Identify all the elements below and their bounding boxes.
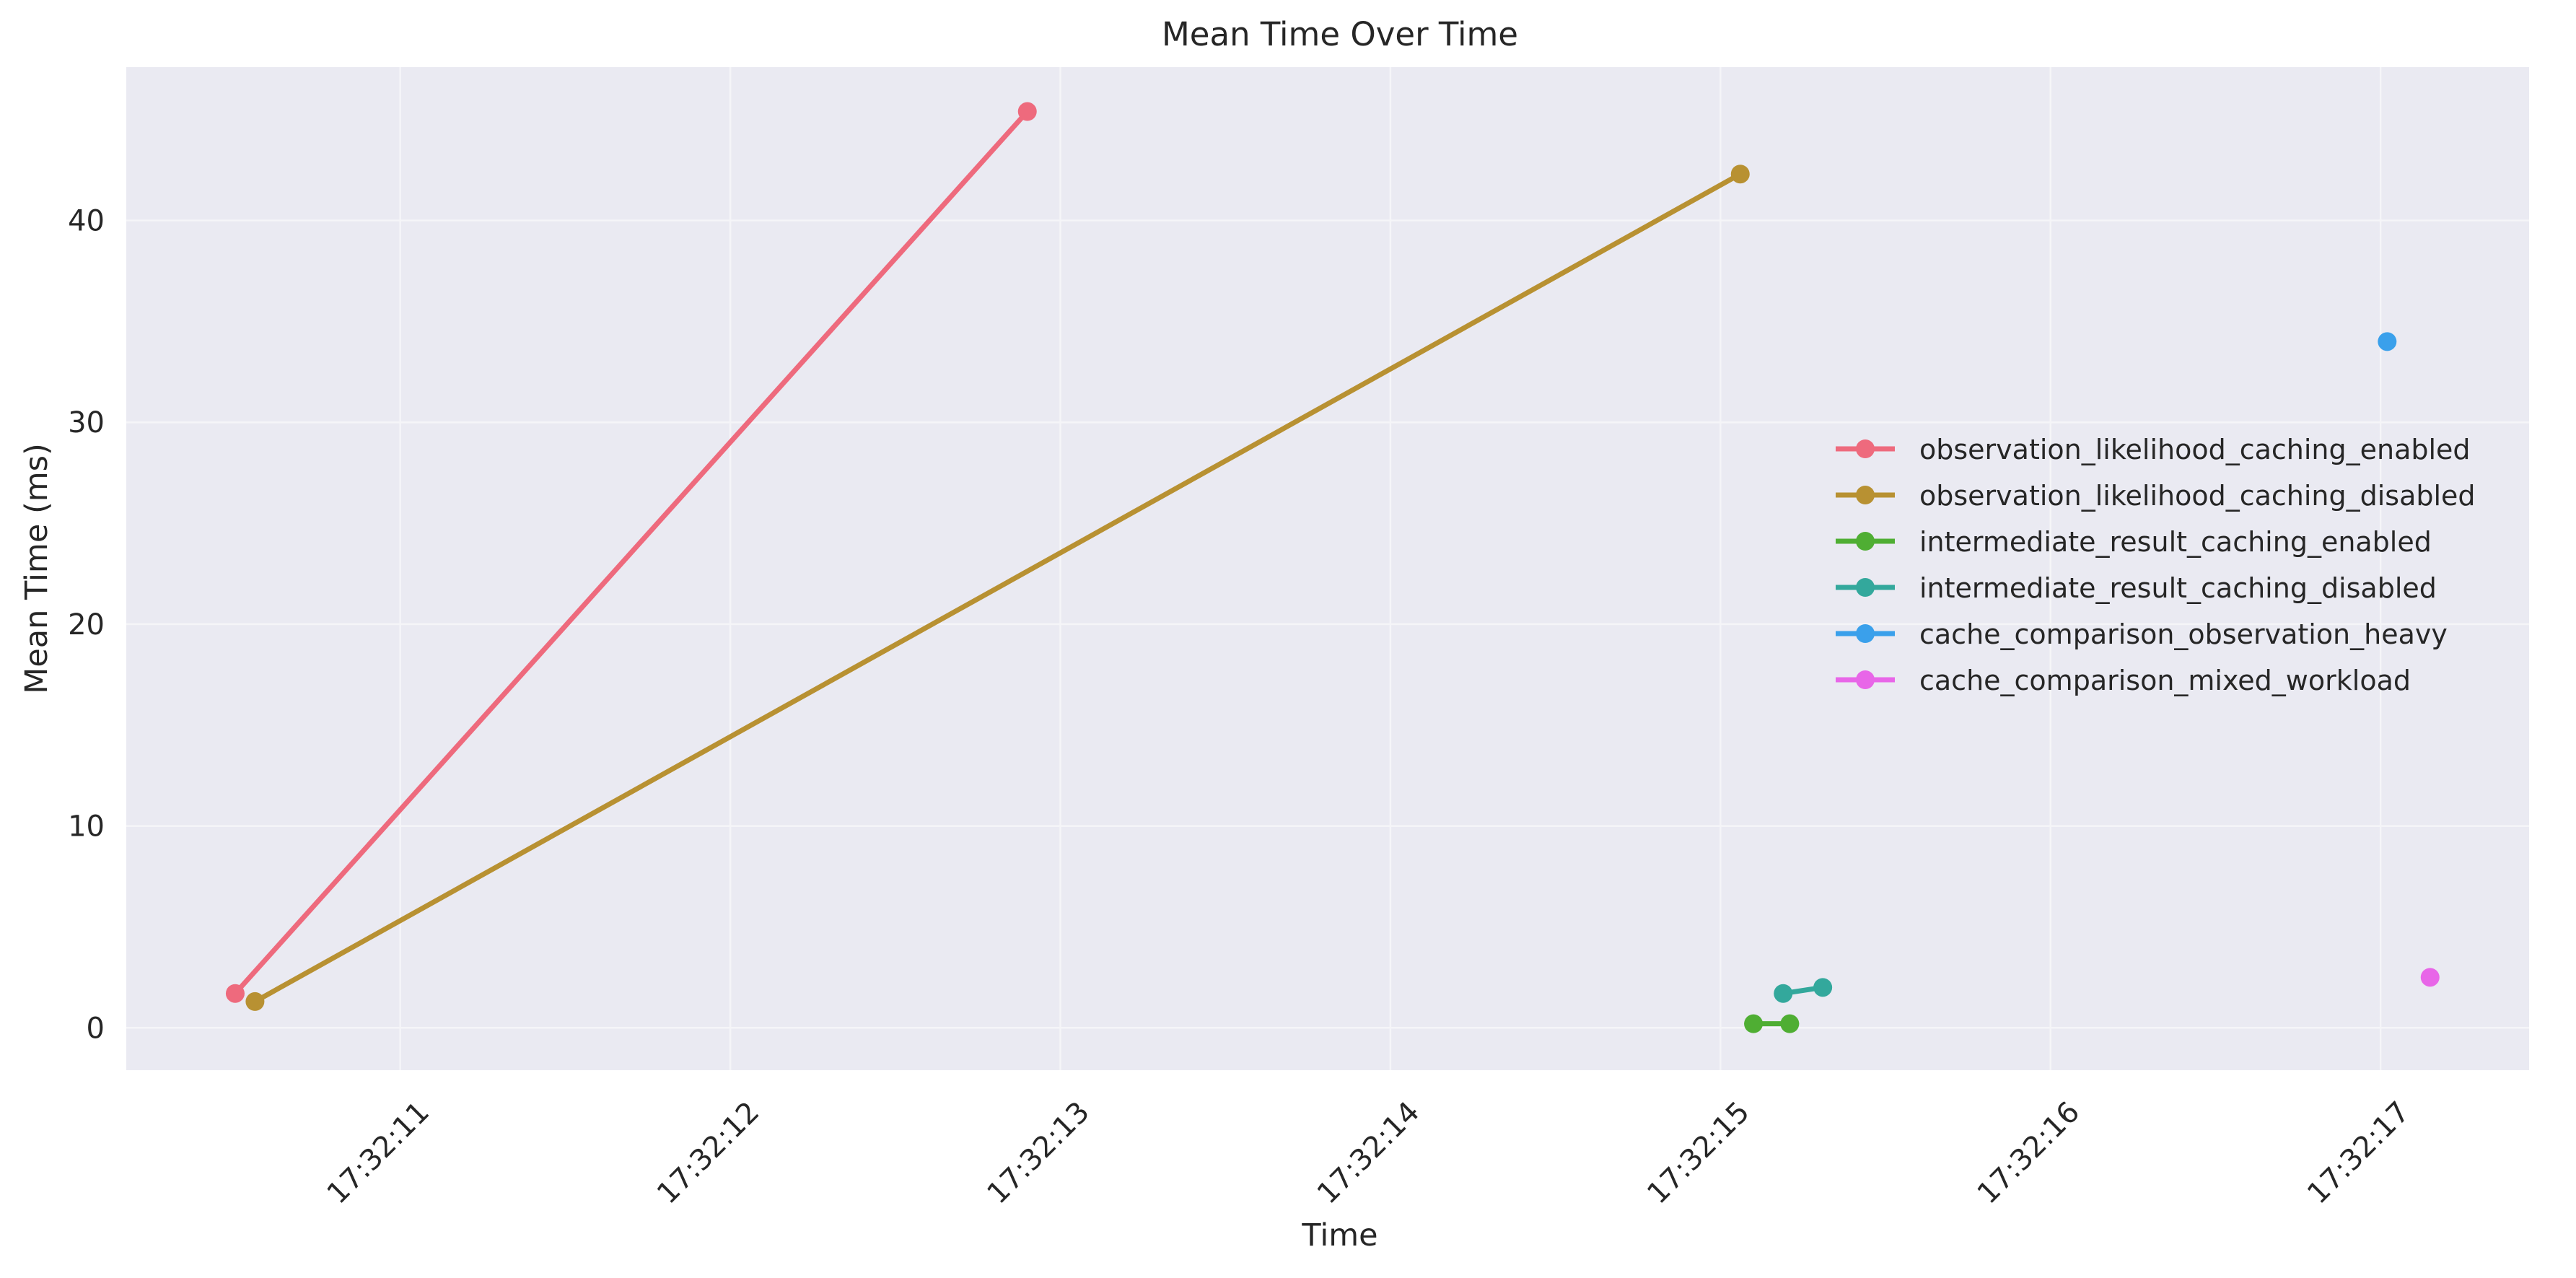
data-point bbox=[225, 984, 245, 1003]
series-layer bbox=[225, 102, 2440, 1033]
x-axis-label: Time bbox=[1301, 1217, 1377, 1253]
legend-swatch-marker bbox=[1856, 486, 1875, 504]
data-point bbox=[1813, 978, 1833, 997]
legend-swatch-marker bbox=[1856, 670, 1875, 689]
series-line bbox=[252, 171, 1743, 1005]
legend-item: observation_likelihood_caching_disabled bbox=[1836, 480, 2476, 512]
legend-label: observation_likelihood_caching_disabled bbox=[1919, 480, 2476, 512]
legend-label: cache_comparison_mixed_workload bbox=[1919, 665, 2411, 696]
plot-area bbox=[126, 67, 2529, 1070]
grid-lines bbox=[126, 67, 2529, 1070]
legend-label: intermediate_result_caching_disabled bbox=[1919, 572, 2437, 604]
y-tick-label: 20 bbox=[68, 608, 105, 642]
series-observation-likelihood-caching-enabled bbox=[225, 102, 1037, 1003]
data-point bbox=[1744, 1014, 1764, 1033]
legend-swatch-marker bbox=[1856, 578, 1875, 597]
data-point bbox=[2378, 332, 2397, 351]
data-point bbox=[245, 992, 265, 1011]
legend-swatch-marker bbox=[1856, 532, 1875, 551]
y-tick-label: 30 bbox=[68, 406, 105, 439]
series-cache-comparison-mixed-workload bbox=[2420, 968, 2440, 987]
series-line bbox=[232, 109, 1030, 997]
legend-swatch-marker bbox=[1856, 439, 1875, 458]
legend: observation_likelihood_caching_enabledob… bbox=[1836, 434, 2476, 696]
data-point bbox=[2420, 968, 2440, 987]
legend-item: intermediate_result_caching_disabled bbox=[1836, 572, 2437, 604]
legend-swatch-marker bbox=[1856, 624, 1875, 643]
chart-title: Mean Time Over Time bbox=[1162, 15, 1518, 53]
series-intermediate-result-caching-enabled bbox=[1744, 1014, 1800, 1033]
legend-label: intermediate_result_caching_enabled bbox=[1919, 526, 2432, 558]
y-axis-label: Mean Time (ms) bbox=[19, 443, 55, 694]
legend-item: intermediate_result_caching_enabled bbox=[1836, 526, 2432, 558]
data-point bbox=[1774, 984, 1793, 1003]
legend-label: observation_likelihood_caching_enabled bbox=[1919, 434, 2471, 465]
y-tick-label: 10 bbox=[68, 810, 105, 844]
data-point bbox=[1730, 165, 1750, 184]
y-tick-labels: 0 10 20 30 40 bbox=[68, 205, 105, 1046]
y-tick-label: 0 bbox=[87, 1012, 105, 1045]
legend-item: observation_likelihood_caching_enabled bbox=[1836, 434, 2471, 465]
series-observation-likelihood-caching-disabled bbox=[245, 165, 1750, 1011]
series-cache-comparison-observation-heavy bbox=[2378, 332, 2397, 351]
data-point bbox=[1017, 102, 1037, 121]
series-intermediate-result-caching-disabled bbox=[1774, 978, 1833, 1003]
data-point bbox=[1780, 1014, 1800, 1033]
y-tick-label: 40 bbox=[68, 205, 105, 238]
legend-item: cache_comparison_observation_heavy bbox=[1836, 618, 2448, 650]
legend-item: cache_comparison_mixed_workload bbox=[1836, 665, 2411, 696]
legend-label: cache_comparison_observation_heavy bbox=[1919, 618, 2448, 650]
